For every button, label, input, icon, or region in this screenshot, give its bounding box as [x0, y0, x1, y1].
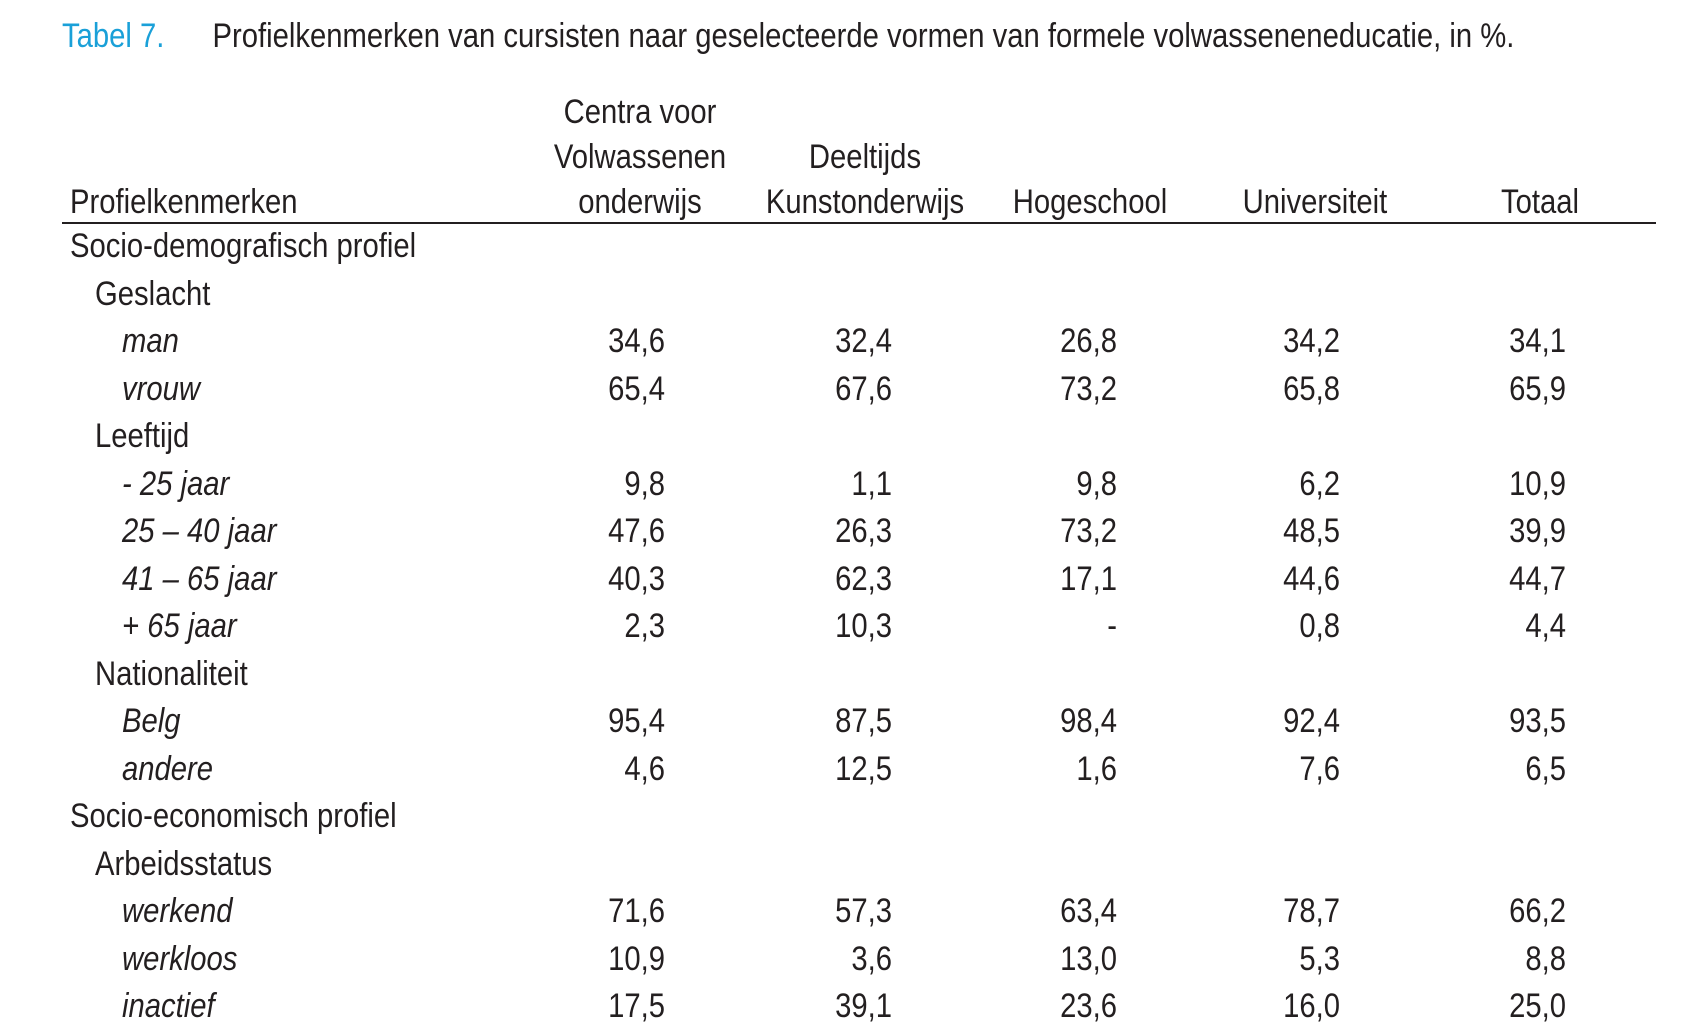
header-profielkenmerken: Profielkenmerken	[70, 183, 298, 221]
table-title: Profielkenmerken van cursisten naar gese…	[212, 17, 1515, 55]
value-hogeschool: 73,2	[1060, 369, 1117, 408]
value-cvo: 34,6	[608, 322, 665, 360]
value-totaal: 65,9	[1509, 369, 1566, 408]
value-hogeschool: 13,0	[1060, 939, 1117, 978]
value-dko: 62,3	[835, 559, 892, 598]
row-label: - 25 jaar	[122, 464, 230, 503]
value-universiteit: 6,2	[1299, 464, 1340, 503]
value-universiteit: 34,2	[1283, 322, 1340, 360]
value-universiteit: 65,8	[1283, 369, 1340, 408]
value-totaal: 10,9	[1509, 464, 1566, 503]
value-universiteit: 5,3	[1299, 939, 1340, 978]
value-totaal: 44,7	[1509, 559, 1566, 598]
row-label: + 65 jaar	[122, 607, 237, 645]
row-label: werkloos	[122, 939, 238, 978]
value-totaal: 4,4	[1525, 607, 1566, 645]
row-label: man	[122, 322, 179, 360]
value-cvo: 47,6	[608, 512, 665, 550]
value-cvo: 9,8	[624, 464, 665, 503]
value-cvo: 71,6	[608, 892, 665, 930]
value-universiteit: 16,0	[1283, 987, 1340, 1025]
value-dko: 67,6	[835, 369, 892, 408]
value-totaal: 6,5	[1525, 749, 1566, 788]
value-dko: 26,3	[835, 512, 892, 550]
value-totaal: 66,2	[1509, 892, 1566, 930]
value-dko: 12,5	[835, 749, 892, 788]
value-totaal: 25,0	[1509, 987, 1566, 1025]
value-universiteit: 0,8	[1299, 607, 1340, 645]
value-totaal: 34,1	[1509, 322, 1566, 360]
row-label: 41 – 65 jaar	[122, 559, 277, 598]
value-cvo: 4,6	[624, 749, 665, 788]
value-totaal: 39,9	[1509, 512, 1566, 550]
value-universiteit: 48,5	[1283, 512, 1340, 550]
row-label: werkend	[122, 892, 233, 930]
value-dko: 10,3	[835, 607, 892, 645]
header-cvo-line2: Volwassenen	[553, 138, 727, 176]
value-cvo: 95,4	[608, 702, 665, 740]
row-label: 25 – 40 jaar	[122, 512, 277, 550]
row-label: vrouw	[122, 369, 201, 408]
header-hogeschool: Hogeschool	[1012, 183, 1168, 221]
section-title: Socio-economisch profiel	[70, 797, 397, 835]
value-cvo: 10,9	[608, 939, 665, 978]
group-title: Nationaliteit	[95, 654, 248, 693]
value-universiteit: 92,4	[1283, 702, 1340, 740]
value-dko: 57,3	[835, 892, 892, 930]
table-caption: Tabel 7. Profielkenmerken van cursisten n…	[62, 14, 1514, 58]
value-hogeschool: 73,2	[1060, 512, 1117, 550]
value-cvo: 2,3	[624, 607, 665, 645]
value-hogeschool: 23,6	[1060, 987, 1117, 1025]
value-universiteit: 7,6	[1299, 749, 1340, 788]
value-hogeschool: 63,4	[1060, 892, 1117, 930]
value-dko: 39,1	[835, 987, 892, 1025]
value-cvo: 40,3	[608, 559, 665, 598]
value-totaal: 8,8	[1525, 939, 1566, 978]
value-dko: 3,6	[851, 939, 892, 978]
value-totaal: 93,5	[1509, 702, 1566, 740]
row-label: Belg	[122, 702, 181, 740]
value-universiteit: 44,6	[1283, 559, 1340, 598]
section-title: Socio-demografisch profiel	[70, 227, 417, 265]
value-dko: 32,4	[835, 322, 892, 360]
header-cvo-line3: onderwijs	[578, 183, 702, 221]
value-hogeschool: 1,6	[1076, 749, 1117, 788]
group-title: Geslacht	[95, 274, 211, 313]
value-hogeschool: 26,8	[1060, 322, 1117, 360]
header-universiteit: Universiteit	[1242, 183, 1388, 221]
group-title: Leeftijd	[95, 417, 190, 455]
value-hogeschool: -	[1107, 607, 1117, 645]
row-label: inactief	[122, 987, 215, 1025]
value-dko: 1,1	[851, 464, 892, 503]
value-universiteit: 78,7	[1283, 892, 1340, 930]
header-rule	[62, 222, 1656, 224]
header-dko-line2: Kunstonderwijs	[765, 183, 965, 221]
value-hogeschool: 17,1	[1060, 559, 1117, 598]
value-cvo: 17,5	[608, 987, 665, 1025]
value-cvo: 65,4	[608, 369, 665, 408]
value-hogeschool: 9,8	[1076, 464, 1117, 503]
value-hogeschool: 98,4	[1060, 702, 1117, 740]
header-cvo-line1: Centra voor	[563, 93, 717, 131]
group-title: Arbeidsstatus	[95, 844, 273, 883]
header-totaal: Totaal	[1500, 183, 1580, 221]
header-dko-line1: Deeltijds	[808, 138, 922, 176]
table-number: Tabel 7.	[62, 17, 165, 55]
value-dko: 87,5	[835, 702, 892, 740]
row-label: andere	[122, 749, 214, 788]
